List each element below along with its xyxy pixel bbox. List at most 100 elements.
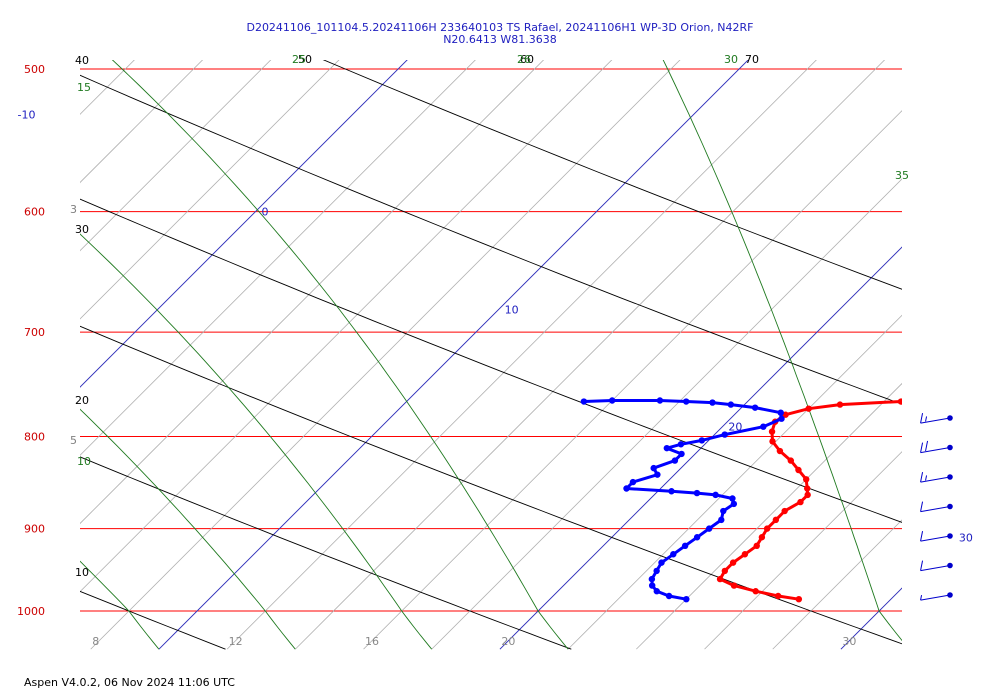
moist-adiabat-line <box>111 60 569 650</box>
isotherm-line <box>295 60 886 650</box>
dry-adiabat-line <box>80 74 902 405</box>
temperature-tick-label: 12 <box>229 635 243 648</box>
dry-adiabat-label: 20 <box>75 394 89 407</box>
dry-adiabat-line <box>80 198 902 523</box>
dewpoint-point <box>671 457 679 464</box>
isotherm-major-line <box>158 60 749 650</box>
temperature-point <box>952 395 958 401</box>
isotherm-major-line <box>0 37 89 649</box>
temperature-point <box>787 457 795 464</box>
wind-barb-flag <box>920 413 924 424</box>
temperature-point <box>774 592 782 600</box>
wind-barb <box>920 440 953 454</box>
dry-adiabat-line <box>80 456 572 650</box>
wind-barb-flag <box>920 560 924 571</box>
isotherm-line <box>80 60 476 456</box>
wind-barb-staff <box>920 506 951 513</box>
dewpoint-point <box>580 398 588 405</box>
temperature-tick-label: 8 <box>92 635 99 648</box>
dewpoint-point <box>656 397 664 404</box>
isotherm-line <box>567 314 902 650</box>
wind-barb-staff <box>920 417 951 424</box>
wind-barb <box>920 592 953 601</box>
dewpoint-point <box>718 516 725 524</box>
isotherm-line <box>80 60 272 252</box>
dewpoint-point <box>721 431 728 438</box>
dewpoint-point <box>729 495 736 502</box>
temperature-point <box>804 491 811 499</box>
wind-barb-half-flag <box>920 595 923 601</box>
isotherm-label: -10 <box>18 109 36 122</box>
dewpoint-point <box>693 534 701 541</box>
temperature-tick-label: 30 <box>842 635 856 648</box>
wind-barb-staff <box>920 447 951 454</box>
isotherm-line <box>80 60 545 525</box>
dewpoint-point <box>663 444 671 452</box>
wind-barb-flag <box>925 440 929 452</box>
wind-barb-half-flag <box>925 416 928 422</box>
temperature-point <box>752 588 759 595</box>
isotherm-line <box>909 37 1000 649</box>
dewpoint-point <box>665 592 673 600</box>
temperature-point <box>716 575 724 583</box>
wind-barb-staff <box>920 476 951 483</box>
isotherm-line <box>0 37 89 649</box>
wind-barb-flag <box>920 501 924 512</box>
mixing-ratio-label: 5 <box>70 434 77 447</box>
isotherm-line <box>977 37 1000 649</box>
chart-title: D20241106_101104.5.20241106H 233640103 T… <box>0 22 1000 46</box>
temperature-point <box>781 507 788 515</box>
wind-barb <box>920 472 953 483</box>
dewpoint-point <box>670 551 677 558</box>
dewpoint-point <box>682 398 690 405</box>
wind-barb-staff <box>920 594 951 601</box>
pressure-tick-label: 600 <box>24 206 45 219</box>
isotherm-line <box>90 60 681 650</box>
wind-barb <box>920 413 953 424</box>
isotherm-line <box>431 178 902 650</box>
temperature-point <box>763 525 771 532</box>
temperature-point <box>795 466 802 474</box>
temperature-point <box>804 485 811 492</box>
dry-adiabat-label: 30 <box>75 223 89 236</box>
pressure-tick-label: 1000 <box>17 605 45 618</box>
temperature-point <box>797 498 804 506</box>
isotherm-line <box>80 60 204 184</box>
temperature-point <box>802 476 810 483</box>
isotherm-label: 20 <box>728 421 742 434</box>
dewpoint-point <box>668 488 675 495</box>
dewpoint-point <box>698 437 706 444</box>
moist-adiabat-line <box>80 408 296 650</box>
dewpoint-point <box>648 575 656 583</box>
dry-adiabat-line <box>322 60 902 290</box>
chart-title-line1: D20241106_101104.5.20241106H 233640103 T… <box>246 21 754 34</box>
isotherm-line <box>80 60 340 320</box>
pressure-tick-label: 800 <box>24 431 45 444</box>
wind-barb <box>920 531 953 542</box>
wind-barb-staff <box>920 535 951 542</box>
temperature-point <box>772 516 780 524</box>
isotherm-line <box>0 37 21 649</box>
footer-version: Aspen V4.0.2, 06 Nov 2024 11:06 UTC <box>24 676 235 689</box>
dewpoint-point <box>629 478 637 486</box>
dry-adiabat-label: 60 <box>520 53 534 66</box>
temperature-point <box>741 551 749 558</box>
dewpoint-point <box>778 415 785 422</box>
dewpoint-point <box>677 441 685 448</box>
mixing-ratio-label: 3 <box>70 203 77 216</box>
moist-adiabat-line <box>662 60 902 642</box>
isotherm-label: 0 <box>262 206 269 219</box>
dewpoint-point <box>658 559 665 566</box>
wind-barb <box>920 501 953 513</box>
dewpoint-point <box>709 399 716 406</box>
pressure-tick-label: 900 <box>24 523 45 536</box>
temperature-tick-label: 20 <box>501 635 515 648</box>
wind-barb-staff <box>920 565 951 572</box>
isotherm-line <box>636 382 902 650</box>
dry-adiabat-label: 50 <box>298 53 312 66</box>
dry-adiabat-line <box>80 325 902 645</box>
dewpoint-point <box>760 423 767 430</box>
moist-adiabat-label: 26 <box>517 53 531 66</box>
temperature-point <box>805 405 812 412</box>
